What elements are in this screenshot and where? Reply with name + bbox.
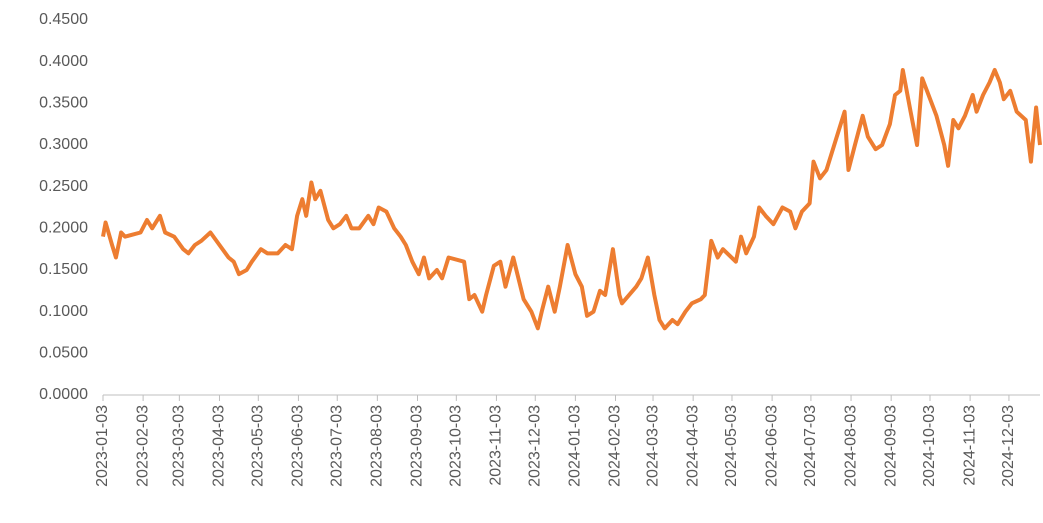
x-tick-label: 2023-08-03 <box>369 405 386 487</box>
y-tick-label: 0.1500 <box>39 261 88 278</box>
x-tick-label: 2023-07-03 <box>328 405 345 487</box>
x-tick-label: 2024-04-03 <box>684 405 701 487</box>
x-tick-label: 2023-02-03 <box>134 405 151 487</box>
x-tick-label: 2023-12-03 <box>526 405 543 487</box>
y-tick-label: 0.0500 <box>39 345 88 362</box>
y-tick-label: 0.0000 <box>39 386 88 403</box>
y-tick-label: 0.2000 <box>39 220 88 237</box>
y-tick-label: 0.3000 <box>39 136 88 153</box>
x-tick-label: 2023-11-03 <box>488 405 505 486</box>
x-tick-label: 2023-04-03 <box>211 405 228 487</box>
x-tick-label: 2024-12-03 <box>1000 405 1017 487</box>
x-tick-label: 2023-09-03 <box>409 405 426 487</box>
x-tick-label: 2024-11-03 <box>961 405 978 486</box>
x-tick-label: 2024-09-03 <box>882 405 899 487</box>
x-tick-label: 2023-10-03 <box>448 405 465 487</box>
x-tick-label: 2024-05-03 <box>723 405 740 487</box>
x-tick-label: 2024-03-03 <box>644 405 661 487</box>
y-tick-label: 0.4500 <box>39 11 88 28</box>
x-tick-label: 2024-02-03 <box>607 405 624 487</box>
x-tick-label: 2023-01-03 <box>94 405 111 487</box>
y-tick-label: 0.1000 <box>39 303 88 320</box>
x-tick-label: 2024-07-03 <box>802 405 819 487</box>
x-tick-label: 2023-03-03 <box>171 405 188 487</box>
y-tick-label: 0.3500 <box>39 95 88 112</box>
x-tick-label: 2024-10-03 <box>921 405 938 487</box>
line <box>101 68 1042 331</box>
x-tick-label: 2023-05-03 <box>250 405 267 487</box>
x-tick-label: 2024-08-03 <box>842 405 859 487</box>
y-tick-label: 0.2500 <box>39 178 88 195</box>
x-tick-label: 2023-06-03 <box>290 405 307 487</box>
y-tick-label: 0.4000 <box>39 53 88 70</box>
x-tick-label: 2024-06-03 <box>763 405 780 487</box>
x-tick-label: 2024-01-03 <box>567 405 584 487</box>
